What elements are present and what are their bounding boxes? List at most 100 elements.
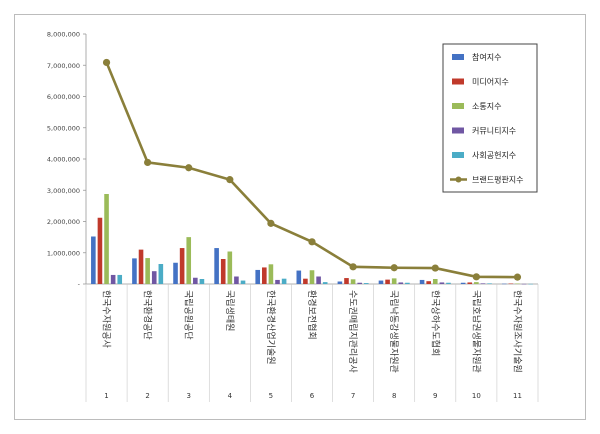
bar-2 — [467, 282, 473, 284]
bar-3 — [104, 194, 109, 284]
legend-swatch — [452, 127, 464, 134]
line-point — [431, 264, 439, 272]
bar-4 — [439, 282, 445, 284]
category-number: 10 — [472, 392, 481, 400]
bar-3 — [432, 279, 438, 284]
bar-2 — [138, 249, 144, 284]
bar-5 — [322, 282, 328, 284]
legend-label: 소통지수 — [472, 102, 501, 111]
bar-1 — [419, 279, 425, 284]
bar-4 — [357, 282, 362, 284]
bar-1 — [255, 269, 261, 284]
legend-box — [442, 43, 538, 193]
bar-3 — [350, 279, 356, 284]
bar-3 — [515, 283, 520, 285]
bar-4 — [521, 283, 527, 285]
category-number: 1 — [104, 392, 108, 400]
category-label: 한국수자원공사 — [101, 290, 112, 349]
bar-4 — [110, 274, 116, 284]
legend-label: 미디어지수 — [472, 77, 509, 87]
line-point — [185, 164, 193, 172]
category-number: 6 — [310, 392, 315, 400]
category-number: 7 — [351, 392, 355, 400]
bar-4 — [480, 283, 486, 284]
bar-2 — [344, 278, 349, 284]
bar-4 — [193, 277, 198, 284]
bar-5 — [446, 282, 451, 284]
category-number: 5 — [269, 392, 273, 400]
bar-4 — [234, 276, 239, 284]
legend-swatch — [452, 152, 464, 158]
bar-2 — [179, 248, 185, 284]
line-point — [308, 238, 316, 246]
legend-label: 브랜드평판지수 — [472, 175, 524, 185]
y-tick-label: 8,000,000 — [47, 31, 80, 39]
bar-4 — [398, 282, 404, 284]
legend-label: 참여지수 — [472, 52, 501, 62]
bar-3 — [391, 278, 397, 284]
bar-1 — [296, 270, 302, 284]
category-number: 4 — [228, 392, 233, 400]
bar-3 — [227, 251, 233, 284]
bar-5 — [405, 282, 410, 284]
legend-swatch-point — [455, 176, 462, 183]
line-point — [390, 264, 398, 272]
line-point — [349, 263, 357, 271]
y-tick-label: 1,000,000 — [47, 249, 80, 257]
y-tick-label: - — [78, 281, 81, 289]
bar-3 — [268, 264, 274, 284]
category-label: 국립공원공단 — [183, 290, 194, 340]
bar-5 — [117, 274, 123, 284]
bar-1 — [173, 262, 178, 284]
bar-1 — [501, 283, 507, 285]
category-number: 2 — [145, 392, 149, 400]
bar-2 — [220, 259, 226, 284]
category-label: 수도권매립지관리공사 — [347, 290, 359, 374]
bar-5 — [487, 283, 492, 284]
category-number: 8 — [392, 392, 396, 400]
bar-3 — [186, 237, 192, 284]
category-number: 3 — [186, 392, 190, 400]
bar-2 — [97, 217, 103, 284]
legend-swatch — [452, 78, 464, 85]
bar-1 — [378, 280, 384, 284]
bar-2 — [426, 281, 431, 284]
category-label: 국립호남권생물자원관 — [470, 290, 482, 373]
y-tick-label: 7,000,000 — [47, 62, 80, 70]
bar-5 — [363, 283, 369, 284]
bar-5 — [528, 283, 533, 285]
legend-label: 커뮤니티지수 — [472, 126, 516, 136]
y-tick-label: 4,000,000 — [47, 156, 80, 164]
line-point — [226, 176, 234, 184]
category-label: 한국수자원조사기술원 — [511, 290, 522, 373]
category-number: 11 — [513, 392, 522, 400]
category-label: 국립낙동강생물자원관 — [388, 290, 399, 373]
bar-1 — [91, 236, 96, 284]
bar-5 — [281, 278, 287, 284]
category-number: 9 — [433, 392, 437, 400]
category-label: 한국환경공단 — [142, 290, 154, 340]
legend-swatch — [452, 103, 464, 109]
bar-1 — [214, 248, 219, 284]
bar-1 — [132, 258, 137, 284]
bar-5 — [158, 264, 164, 284]
y-tick-label: 6,000,000 — [47, 93, 80, 101]
category-label: 한국환경산업기술원 — [265, 290, 277, 365]
bar-2 — [508, 283, 514, 285]
bar-4 — [275, 279, 280, 284]
legend-label: 사회공헌지수 — [472, 151, 516, 160]
line-point — [102, 58, 111, 67]
y-tick-label: 2,000,000 — [47, 218, 80, 226]
y-tick-label: 5,000,000 — [47, 124, 80, 132]
bar-5 — [240, 280, 246, 284]
legend-swatch — [452, 54, 464, 60]
category-label: 환경보전협회 — [306, 290, 318, 340]
line-point — [513, 273, 522, 281]
bar-1 — [460, 282, 466, 284]
bar-4 — [151, 271, 157, 284]
bar-3 — [474, 282, 479, 284]
category-label: 국립생태원 — [224, 290, 235, 331]
bar-4 — [316, 276, 321, 284]
line-point — [267, 219, 275, 227]
